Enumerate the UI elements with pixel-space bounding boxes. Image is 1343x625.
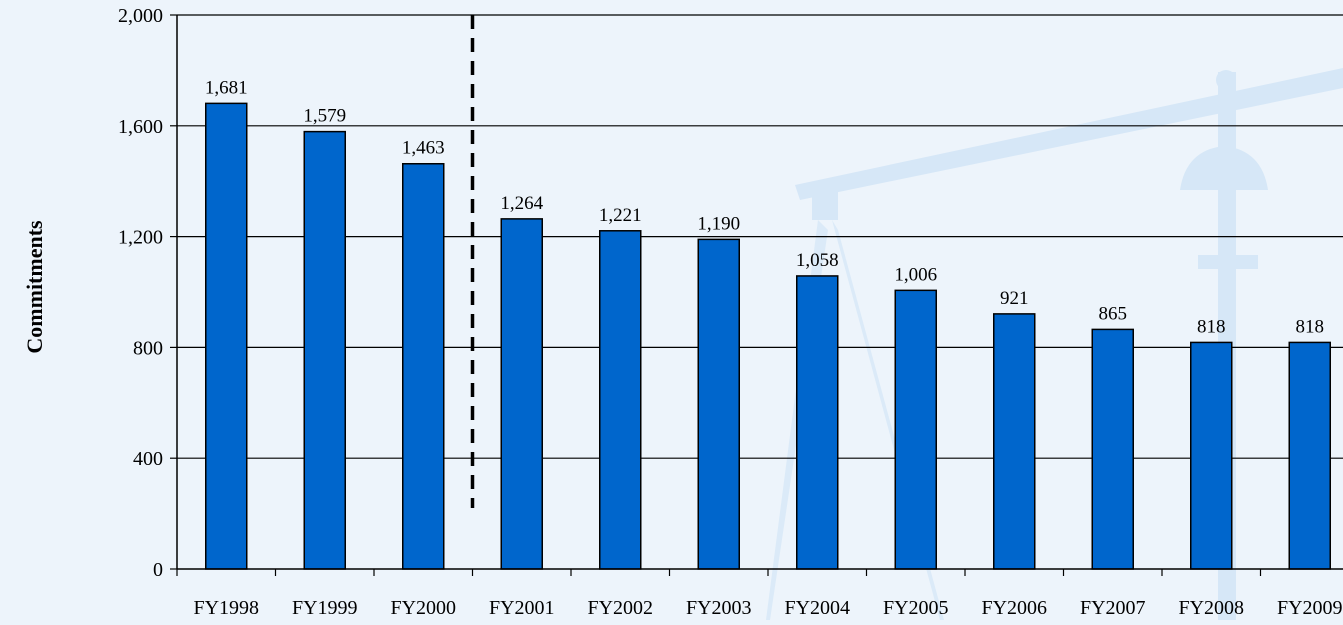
data-label: 818 [1197,316,1226,337]
bar-fy1998 [205,102,248,570]
x-tick-label: FY2005 [883,597,949,619]
bar-fy1999 [303,130,346,570]
bar-series [205,102,1331,570]
data-label: 865 [1099,303,1128,324]
bar-fy2003 [697,238,740,570]
scales-of-justice-watermark [766,68,1343,620]
x-tick-labels: FY1998 FY1999 FY2000 FY2001 FY2002 FY2003 FY20… [193,597,1342,619]
bar-fy2001 [500,218,543,570]
y-axis-label: Commitments [22,220,47,354]
y-tick-label: 800 [133,337,163,359]
data-labels: 1,681 1,579 1,463 1,264 1,221 1,190 1,058 1,006… [205,77,1324,337]
gridlines [177,14,1343,459]
data-label: 1,264 [500,193,543,214]
x-tick-label: FY2009 [1277,597,1343,619]
data-label: 1,579 [303,106,346,127]
y-tick-labels: 0 400 800 1,200 1,600 2,000 [118,5,163,581]
data-label: 1,058 [796,250,839,271]
data-label: 818 [1296,316,1325,337]
x-tick-label: FY2006 [981,597,1047,619]
x-tick-label: FY1999 [292,597,358,619]
y-tick-label: 0 [153,559,163,581]
bar-fy2002 [599,230,642,570]
x-tick-label: FY2002 [587,597,653,619]
x-tick-label: FY2007 [1080,597,1146,619]
x-tick-label: FY2004 [784,597,850,619]
y-tick-label: 1,200 [118,227,163,249]
bar-fy2000 [402,162,445,570]
data-label: 1,006 [894,264,937,285]
bar-fy2007 [1091,328,1134,570]
data-label: 1,190 [697,213,740,234]
bar-fy2005 [894,289,937,570]
bar-fy2008 [1190,341,1233,570]
data-label: 1,681 [205,77,248,98]
x-tick-label: FY2008 [1178,597,1244,619]
data-label: 1,463 [402,138,445,159]
x-tick-label: FY2000 [390,597,456,619]
bar-fy2009 [1288,341,1331,570]
y-tick-label: 1,600 [118,116,163,138]
data-label: 1,221 [599,205,642,226]
x-tick-label: FY2001 [489,597,555,619]
bar-fy2006 [993,313,1036,570]
x-tick-label: FY1998 [193,597,259,619]
y-tick-label: 2,000 [118,5,163,27]
data-label: 921 [1000,288,1029,309]
axes [170,14,1343,576]
x-tick-label: FY2003 [686,597,752,619]
bar-fy2004 [796,275,839,570]
y-tick-label: 400 [133,448,163,470]
